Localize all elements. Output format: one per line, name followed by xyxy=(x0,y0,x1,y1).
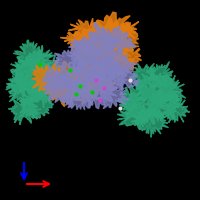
Polygon shape xyxy=(129,63,160,89)
Polygon shape xyxy=(103,21,139,41)
Polygon shape xyxy=(97,32,139,65)
Polygon shape xyxy=(84,56,124,86)
Polygon shape xyxy=(27,45,55,73)
Polygon shape xyxy=(75,73,118,109)
Polygon shape xyxy=(104,36,135,53)
Polygon shape xyxy=(71,36,101,64)
Polygon shape xyxy=(155,75,186,102)
Polygon shape xyxy=(6,70,36,98)
Polygon shape xyxy=(48,61,84,92)
Polygon shape xyxy=(42,70,86,106)
Polygon shape xyxy=(13,40,51,72)
Polygon shape xyxy=(19,86,54,119)
Polygon shape xyxy=(82,71,116,98)
Polygon shape xyxy=(69,39,101,58)
Polygon shape xyxy=(115,47,142,67)
Polygon shape xyxy=(25,71,61,108)
Polygon shape xyxy=(145,90,183,122)
Polygon shape xyxy=(68,76,100,105)
Polygon shape xyxy=(10,55,62,97)
Polygon shape xyxy=(83,42,117,70)
Polygon shape xyxy=(109,27,139,50)
Polygon shape xyxy=(80,27,113,56)
Polygon shape xyxy=(70,18,128,54)
Polygon shape xyxy=(60,79,99,110)
Polygon shape xyxy=(86,43,124,76)
Polygon shape xyxy=(88,12,133,39)
Polygon shape xyxy=(117,87,145,112)
Polygon shape xyxy=(8,100,41,125)
Polygon shape xyxy=(45,80,73,107)
Polygon shape xyxy=(53,45,84,73)
Polygon shape xyxy=(58,75,88,104)
Polygon shape xyxy=(106,64,140,89)
Polygon shape xyxy=(146,61,173,89)
Polygon shape xyxy=(98,48,138,79)
Polygon shape xyxy=(67,44,101,68)
Polygon shape xyxy=(96,86,130,109)
Polygon shape xyxy=(11,56,37,77)
Polygon shape xyxy=(163,96,190,123)
Polygon shape xyxy=(92,63,127,95)
Polygon shape xyxy=(59,61,93,89)
Polygon shape xyxy=(60,32,100,47)
Polygon shape xyxy=(89,22,128,45)
Polygon shape xyxy=(6,76,49,108)
Polygon shape xyxy=(32,60,69,99)
Polygon shape xyxy=(117,102,152,130)
Polygon shape xyxy=(136,72,180,109)
Polygon shape xyxy=(35,55,65,81)
Polygon shape xyxy=(69,18,109,41)
Polygon shape xyxy=(64,66,95,96)
Polygon shape xyxy=(73,57,105,83)
Polygon shape xyxy=(74,29,119,60)
Polygon shape xyxy=(94,18,128,50)
Polygon shape xyxy=(131,105,169,137)
Polygon shape xyxy=(42,64,71,94)
Polygon shape xyxy=(72,56,106,83)
Polygon shape xyxy=(106,53,135,76)
Polygon shape xyxy=(120,82,169,125)
